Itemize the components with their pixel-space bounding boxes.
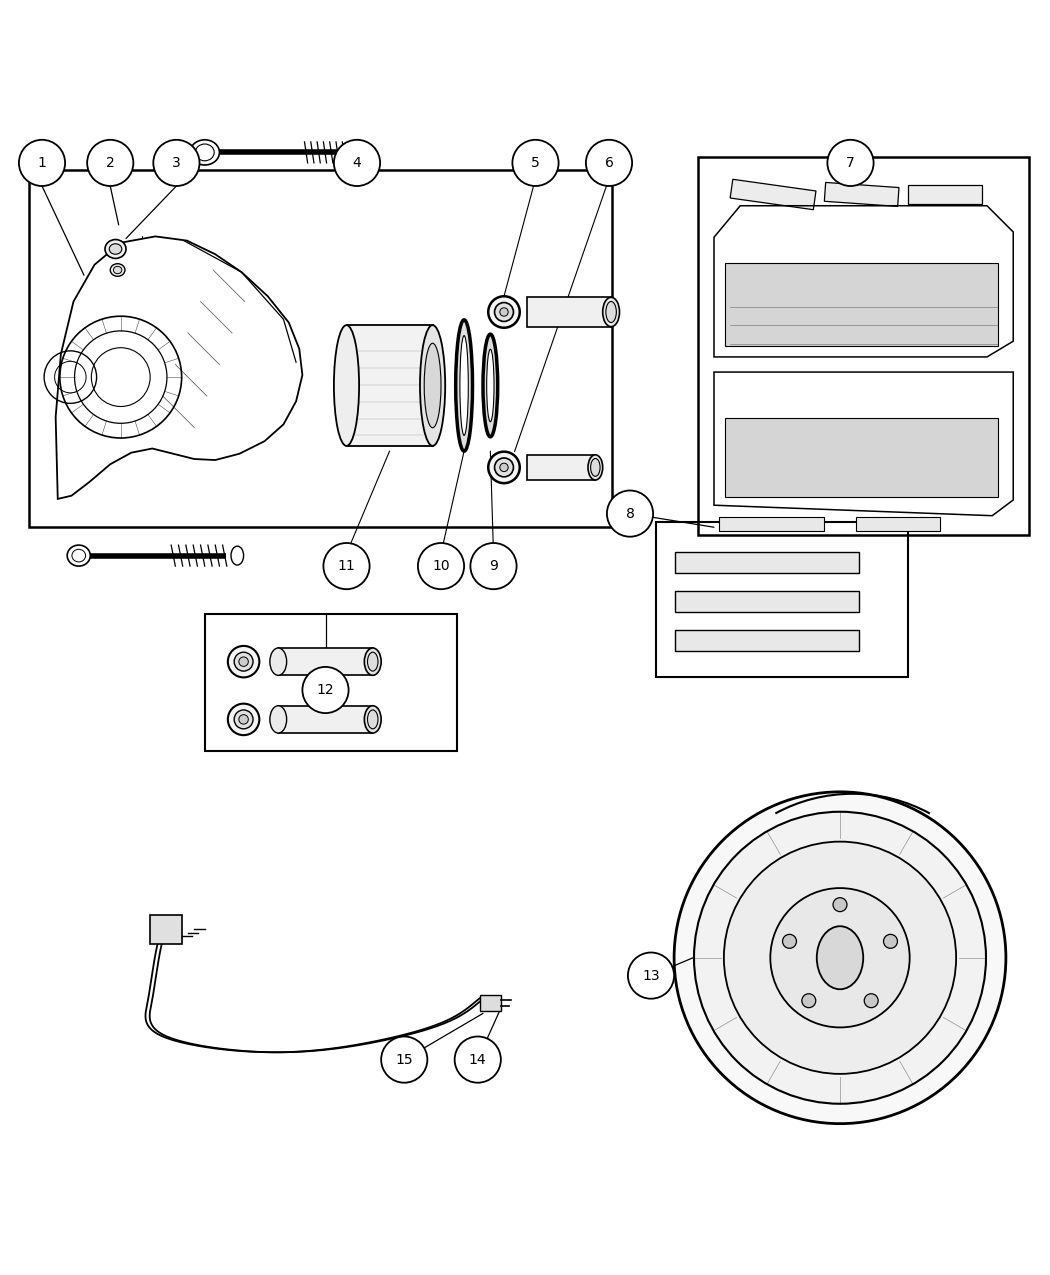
Ellipse shape (234, 710, 253, 729)
Circle shape (782, 935, 797, 949)
Ellipse shape (420, 325, 445, 446)
Circle shape (694, 812, 986, 1104)
Circle shape (87, 140, 133, 186)
Bar (908, 185, 982, 204)
Ellipse shape (483, 334, 498, 437)
Ellipse shape (424, 343, 441, 428)
Text: 3: 3 (172, 156, 181, 170)
Ellipse shape (368, 653, 378, 671)
Ellipse shape (364, 706, 381, 733)
Ellipse shape (354, 143, 369, 162)
Ellipse shape (334, 325, 359, 446)
Bar (278, 706, 373, 733)
Ellipse shape (817, 926, 863, 989)
Ellipse shape (270, 706, 287, 733)
Text: 10: 10 (433, 560, 449, 572)
Bar (724, 263, 998, 347)
Text: 9: 9 (489, 560, 498, 572)
Ellipse shape (500, 307, 508, 316)
Ellipse shape (495, 302, 513, 321)
Circle shape (833, 898, 847, 912)
Bar (730, 180, 816, 209)
Circle shape (723, 842, 957, 1074)
Bar (205, 615, 457, 751)
Ellipse shape (456, 320, 472, 451)
Circle shape (586, 140, 632, 186)
Circle shape (19, 140, 65, 186)
Bar (346, 325, 433, 446)
Text: 11: 11 (338, 560, 355, 572)
Circle shape (883, 935, 898, 949)
Bar (675, 552, 859, 574)
Bar (480, 994, 501, 1011)
Bar (824, 182, 899, 207)
Ellipse shape (488, 451, 520, 483)
Ellipse shape (270, 648, 287, 676)
Bar (698, 157, 1029, 534)
Circle shape (628, 952, 674, 998)
Circle shape (323, 543, 370, 589)
Bar (527, 297, 611, 326)
Text: 15: 15 (396, 1053, 413, 1067)
Circle shape (512, 140, 559, 186)
Circle shape (674, 792, 1006, 1123)
Ellipse shape (228, 704, 259, 736)
Ellipse shape (460, 335, 468, 435)
Ellipse shape (368, 710, 378, 729)
Ellipse shape (590, 459, 600, 477)
Text: 8: 8 (626, 506, 634, 520)
Circle shape (418, 543, 464, 589)
Text: 14: 14 (469, 1053, 486, 1067)
Text: 2: 2 (106, 156, 114, 170)
Circle shape (864, 993, 878, 1007)
Bar (278, 648, 373, 676)
Bar (150, 914, 182, 944)
Bar (675, 592, 859, 612)
Bar (675, 630, 859, 652)
Ellipse shape (364, 648, 381, 676)
Circle shape (302, 667, 349, 713)
Ellipse shape (495, 458, 513, 477)
Circle shape (802, 993, 816, 1007)
Ellipse shape (234, 653, 253, 671)
Ellipse shape (113, 266, 122, 274)
Circle shape (607, 491, 653, 537)
Circle shape (827, 140, 874, 186)
Text: 1: 1 (38, 156, 46, 170)
Ellipse shape (190, 140, 219, 164)
Text: 7: 7 (846, 156, 855, 170)
Bar (527, 455, 595, 479)
Circle shape (153, 140, 200, 186)
Circle shape (381, 1037, 427, 1082)
Ellipse shape (110, 264, 125, 277)
Ellipse shape (488, 296, 520, 328)
Ellipse shape (231, 546, 244, 565)
Ellipse shape (603, 297, 620, 326)
Ellipse shape (109, 244, 122, 254)
Ellipse shape (239, 715, 249, 724)
Ellipse shape (105, 240, 126, 259)
Bar (719, 516, 824, 532)
Bar (29, 171, 612, 528)
Text: 13: 13 (643, 969, 659, 983)
Circle shape (771, 889, 909, 1028)
Ellipse shape (588, 455, 603, 479)
Ellipse shape (67, 546, 90, 566)
Circle shape (470, 543, 517, 589)
Bar (656, 521, 908, 677)
Circle shape (334, 140, 380, 186)
Text: 4: 4 (353, 156, 361, 170)
Ellipse shape (500, 463, 508, 472)
Ellipse shape (228, 646, 259, 677)
Text: 12: 12 (317, 683, 334, 697)
Ellipse shape (487, 349, 495, 422)
Bar (856, 516, 940, 532)
Text: 5: 5 (531, 156, 540, 170)
Ellipse shape (239, 657, 249, 667)
Circle shape (455, 1037, 501, 1082)
Bar (724, 418, 998, 497)
Ellipse shape (606, 301, 616, 323)
Text: 6: 6 (605, 156, 613, 170)
